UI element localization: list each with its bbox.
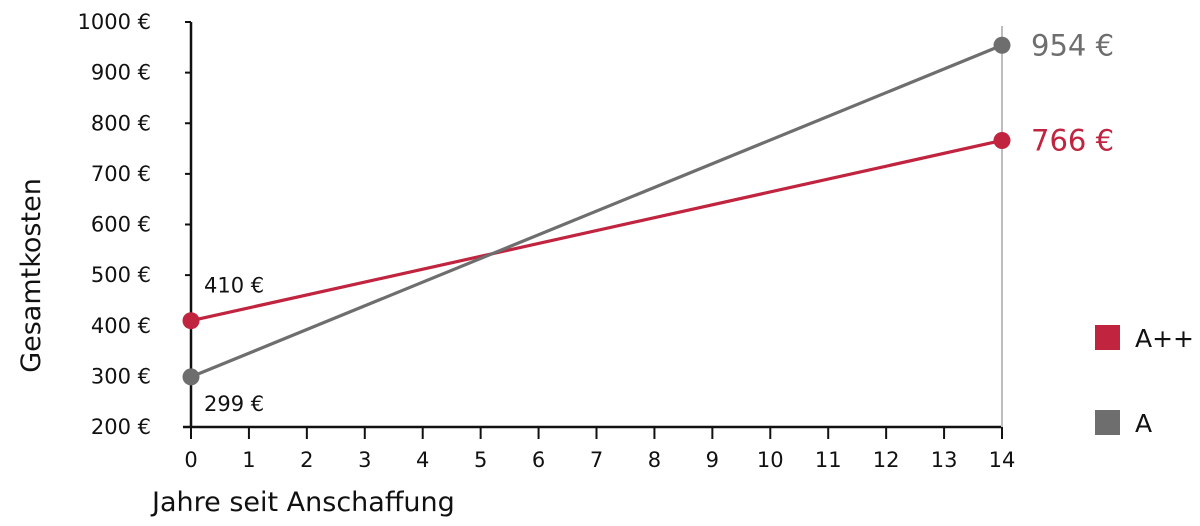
x-tick-label: 4 [416,448,429,472]
legend: A++ A [1095,324,1194,438]
legend-swatch-1 [1095,325,1120,350]
x-tick-label: 1 [242,448,255,472]
y-tick-label: 500 € [91,263,151,287]
series-2-point-1 [182,368,200,386]
y-tick-label: 800 € [91,111,151,135]
series-2-data-label-1: 299 € [204,392,264,416]
x-axis-ticks: 0 1 2 3 4 5 6 7 8 9 10 11 12 13 14 [184,427,1015,472]
y-tick-label: 1000 € [78,10,151,34]
y-tick-label: 900 € [91,61,151,85]
series-line-2 [189,43,1004,379]
y-axis-ticks: 200 € 300 € 400 € 500 € 600 € 700 € 800 € 900 €… [78,10,191,439]
x-tick-label: 6 [532,448,545,472]
series-1-data-label-2: 766 € [1031,123,1114,157]
legend-label-2: A [1135,409,1152,438]
x-tick-label: 3 [358,448,371,472]
x-tick-label: 9 [706,448,719,472]
legend-label-1: A++ [1135,324,1194,353]
x-tick-label: 2 [300,448,313,472]
x-tick-label: 11 [815,448,842,472]
series-1-point-1 [182,312,200,330]
x-tick-label: 14 [989,448,1016,472]
series-1-data-label-1: 410 € [204,274,264,298]
series-2-data-label-2: 954 € [1031,28,1114,62]
series-1-point-2 [993,131,1011,149]
y-tick-label: 600 € [91,213,151,237]
x-tick-label: 7 [590,448,603,472]
series-layer: 410 € 766 € 299 € 954 € [182,28,1114,416]
y-tick-label: 700 € [91,162,151,186]
x-tick-label: 12 [873,448,900,472]
series-line-1 [189,138,1004,323]
x-tick-label: 8 [648,448,661,472]
series-2-point-2 [993,36,1011,54]
legend-swatch-2 [1095,410,1120,435]
y-tick-label: 200 € [91,415,151,439]
x-axis-title: Jahre seit Anschaffung [150,487,455,518]
x-tick-label: 10 [757,448,784,472]
x-tick-label: 5 [474,448,487,472]
x-tick-label: 13 [931,448,958,472]
y-tick-label: 300 € [91,364,151,388]
y-tick-label: 400 € [91,314,151,338]
y-axis-title: Gesamtkosten [16,178,47,373]
x-tick-label: 0 [184,448,197,472]
